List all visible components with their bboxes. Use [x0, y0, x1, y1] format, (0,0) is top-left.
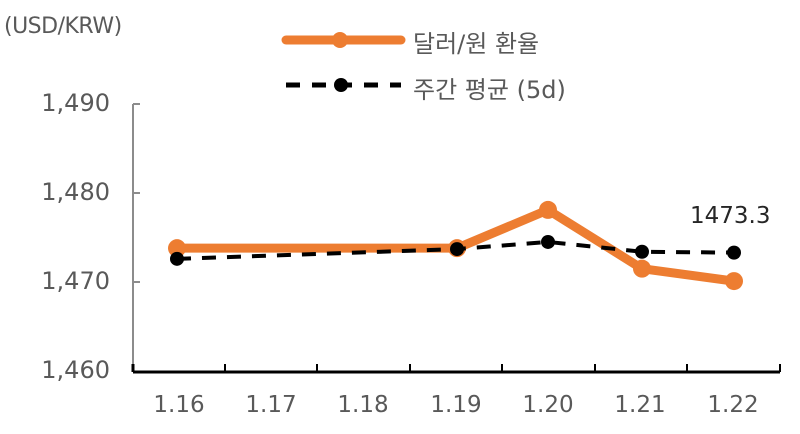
- x-tick-label: 1.22: [707, 392, 759, 418]
- y-tick-label: 1,470: [41, 267, 110, 295]
- legend-avg-swatch: [286, 78, 401, 92]
- data-point-marker: [168, 239, 186, 258]
- data-point-marker: [727, 245, 741, 260]
- y-axis: [132, 103, 140, 371]
- data-point-marker: [450, 242, 464, 257]
- legend-avg-label: 주간 평균 (5d): [413, 76, 566, 104]
- y-axis-unit-label: (USD/KRW): [4, 14, 122, 39]
- data-point-marker: [725, 272, 743, 291]
- x-tick-label: 1.19: [430, 392, 482, 418]
- data-point-marker: [633, 259, 651, 278]
- y-tick-label: 1,490: [41, 89, 110, 117]
- x-axis: [131, 364, 781, 374]
- last-value-annotation: 1473.3: [690, 203, 771, 229]
- data-point-marker: [541, 234, 555, 249]
- data-point-marker: [539, 200, 557, 219]
- x-tick-label: 1.17: [245, 392, 297, 418]
- legend-fx-label: 달러/원 환율: [413, 30, 540, 58]
- legend-fx-swatch: [281, 32, 406, 48]
- x-tick-label: 1.20: [522, 392, 574, 418]
- y-tick-label: 1,480: [41, 178, 110, 206]
- data-point-marker: [635, 244, 649, 259]
- avg-line: [176, 239, 735, 261]
- series-layer: [168, 200, 743, 291]
- x-tick-label: 1.18: [337, 392, 389, 418]
- x-tick-label: 1.16: [153, 392, 205, 418]
- y-tick-label: 1,460: [41, 356, 110, 384]
- data-point-marker: [170, 251, 184, 266]
- x-tick-label: 1.21: [614, 392, 666, 418]
